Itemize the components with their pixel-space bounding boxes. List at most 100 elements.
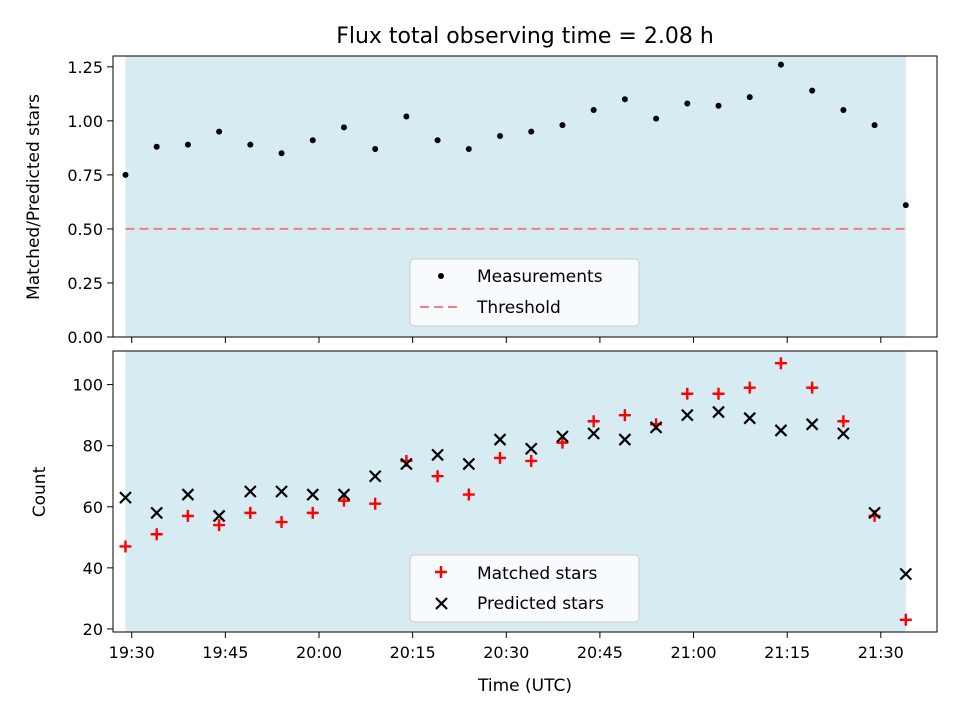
predicted-star-point [649, 421, 663, 434]
matched-star-point [337, 494, 350, 507]
bottom-y-ticks: 20 40 60 80 100 [72, 376, 113, 639]
bottom-legend-box [409, 554, 640, 623]
measurement-point [247, 141, 254, 148]
measurement-point [309, 137, 316, 144]
matched-star-point [899, 613, 912, 626]
bottom-y-tick-label: 80 [83, 437, 103, 456]
matched-star-point [837, 415, 850, 428]
measurement-point [902, 202, 909, 209]
matched-star-point [275, 516, 288, 529]
bottom-x-tick-label: 20:00 [296, 643, 342, 662]
top-plot-frame [112, 55, 938, 338]
bottom-y-tick-label: 20 [83, 620, 103, 639]
measurement-point [340, 124, 347, 131]
bottom-y-axis-label: Count [30, 466, 50, 517]
matched-star-point [244, 506, 257, 519]
matched-star-point [150, 528, 163, 541]
bottom-x-tick-label: 20:30 [483, 643, 529, 662]
measurement-point [777, 61, 784, 68]
measurement-point [840, 107, 847, 114]
measurement-point [465, 145, 472, 152]
count-points [119, 357, 913, 626]
matched-star-point [213, 519, 226, 532]
predicted-star-point [805, 418, 819, 431]
predicted-star-point [868, 506, 881, 520]
measurement-point [434, 137, 441, 144]
chart-title: Flux total observing time = 2.08 h [336, 24, 714, 49]
bottom-y-tick-label: 100 [72, 376, 103, 395]
measurement-point [621, 96, 628, 103]
bottom-x-tick-label: 19:45 [202, 643, 248, 662]
matched-star-point [743, 381, 756, 394]
measurement-points [122, 61, 909, 209]
bottom-x-tick-label: 20:15 [390, 643, 436, 662]
predicted-star-point [556, 430, 569, 443]
x-axis-label: Time (UTC) [477, 676, 572, 696]
bottom-legend: Matched stars Predicted stars [409, 554, 640, 623]
predicted-star-point [712, 405, 725, 419]
top-y-tick-label: 0.00 [67, 328, 103, 347]
predicted-star-point [462, 457, 476, 471]
measurement-point [715, 102, 722, 109]
matched-star-point [181, 509, 194, 522]
bottom-x-tick-label: 21:00 [670, 643, 716, 662]
predicted-star-point [681, 408, 694, 422]
measurement-point [216, 128, 223, 135]
legend-matched-label: Matched stars [477, 564, 597, 584]
predicted-star-point [275, 485, 288, 498]
measurement-point [528, 128, 535, 135]
measurement-point [372, 145, 379, 152]
measurement-point [809, 87, 816, 94]
measurement-point [184, 141, 191, 148]
measurement-point [559, 122, 566, 129]
matched-star-point [431, 470, 444, 483]
top-y-ticks: 0.00 0.25 0.50 0.75 1.00 1.25 [67, 58, 113, 347]
legend-predicted-marker [435, 597, 448, 610]
predicted-star-point [524, 442, 538, 456]
matched-star-point [462, 488, 475, 501]
top-y-tick-label: 1.25 [67, 58, 103, 77]
bottom-x-tick-label: 19:30 [109, 643, 155, 662]
legend-threshold-label: Threshold [476, 298, 561, 318]
predicted-star-point [368, 469, 382, 483]
predicted-star-point [587, 427, 600, 440]
measurement-point [122, 171, 129, 178]
bottom-panel: 20 40 60 80 100 19:30 19:45 20:00 20:15 20:30 20:… [30, 350, 938, 696]
matched-star-point [806, 381, 819, 394]
predicted-star-point [244, 485, 257, 498]
top-y-tick-label: 0.25 [67, 274, 103, 293]
top-legend-box [409, 258, 640, 327]
legend-measurements-label: Measurements [477, 267, 603, 287]
matched-star-point [681, 387, 694, 400]
predicted-star-point [306, 488, 320, 501]
measurement-point [653, 115, 660, 122]
matched-star-point [494, 451, 507, 464]
predicted-star-point [150, 506, 163, 520]
predicted-star-point [181, 488, 195, 501]
measurement-point [746, 94, 753, 101]
predicted-star-point [400, 457, 413, 471]
predicted-star-point [119, 491, 132, 504]
matched-star-point [525, 454, 538, 467]
measurement-point [871, 122, 878, 129]
predicted-star-point [337, 488, 351, 501]
matched-star-point [712, 387, 725, 400]
bottom-plot-frame [112, 350, 938, 633]
measurement-point [684, 100, 691, 107]
top-legend: Measurements Threshold [409, 258, 640, 327]
predicted-star-point [743, 411, 757, 425]
matched-star-point [119, 540, 132, 553]
matched-star-point [587, 415, 600, 428]
top-y-axis-label: Matched/Predicted stars [24, 94, 44, 300]
matched-star-point [369, 497, 382, 510]
bottom-y-tick-label: 60 [83, 498, 103, 517]
predicted-star-point [837, 427, 850, 440]
measurement-point [278, 150, 285, 157]
top-y-tick-label: 1.00 [67, 112, 103, 131]
matched-star-point [618, 409, 631, 422]
predicted-star-point [899, 567, 913, 581]
legend-matched-marker [435, 566, 447, 578]
measurement-point [153, 143, 160, 150]
top-y-tick-label: 0.50 [67, 220, 103, 239]
